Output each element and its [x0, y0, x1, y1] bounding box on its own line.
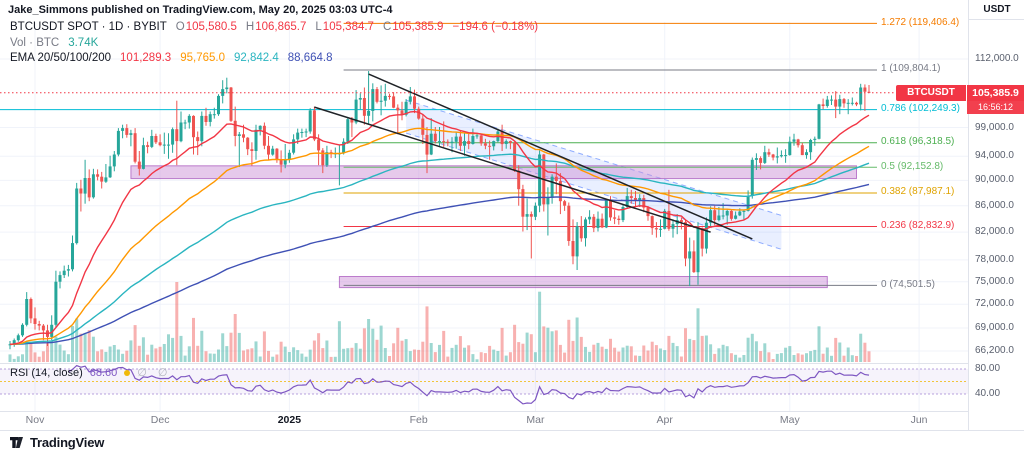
price-tick: 78,000.0	[975, 253, 1014, 265]
price-tick: 82,000.0	[975, 226, 1014, 238]
tradingview-logo-icon[interactable]	[9, 435, 24, 450]
rsi-disabled-icons: ∅ ∅	[137, 367, 172, 379]
footer-divider	[0, 430, 1024, 431]
rsi-legend-row: RSI (14, close) 68.60 ∅ ∅	[10, 366, 172, 380]
symbol-legend-row: BTCUSDT SPOT · 1D · BYBIT O105,580.5 H10…	[10, 21, 538, 33]
attribution-text: Jake_Simmons published on TradingView.co…	[8, 4, 393, 16]
bar-countdown: 16:56:12	[967, 100, 1024, 114]
ema20-value: 101,289.3	[120, 52, 172, 64]
price-tick: 75,000.0	[975, 275, 1014, 287]
rsi-tick: 40.00	[975, 388, 1001, 399]
tradingview-wordmark[interactable]: TradingView	[30, 434, 105, 450]
time-axis[interactable]: Nov Dec 2025 Feb Mar Apr May Jun	[0, 412, 1024, 430]
time-tick: Feb	[409, 414, 428, 426]
price-tick: 112,000.0	[975, 53, 1019, 64]
ema-label: EMA 20/50/100/200	[10, 52, 112, 64]
rsi-value: 68.60	[89, 366, 118, 379]
price-tick: 72,000.0	[975, 298, 1014, 310]
price-tick: 86,000.0	[975, 199, 1014, 211]
footer-bar: TradingView	[0, 431, 1024, 453]
time-tick: Mar	[526, 414, 545, 426]
volume-label: Vol · BTC	[10, 37, 60, 49]
last-price-symbol-tag: BTCUSDT	[896, 84, 966, 101]
symbol-title: BTCUSDT SPOT · 1D · BYBIT	[10, 21, 167, 33]
time-tick: May	[779, 414, 800, 426]
time-axis-divider	[0, 411, 1024, 412]
price-tick: 66,200.0	[975, 344, 1014, 356]
ema-legend-row: EMA 20/50/100/200 101,289.3 95,765.0 92,…	[10, 52, 333, 64]
volume-legend-row: Vol · BTC 3.74K	[10, 37, 98, 49]
rsi-label: RSI (14, close)	[10, 366, 83, 379]
rsi-tick: 80.00	[975, 363, 1001, 374]
price-tick: 90,000.0	[975, 174, 1014, 186]
pane-divider[interactable]	[0, 363, 1024, 364]
time-tick: Nov	[25, 414, 45, 426]
ema200-value: 88,664.8	[287, 52, 333, 64]
ema100-value: 92,842.4	[233, 52, 279, 64]
price-axis-currency: USDT	[969, 0, 1024, 20]
rsi-ma-dot-icon	[124, 369, 131, 376]
ohlc-close: C105,385.9	[382, 21, 444, 33]
change-value: −194.6 (−0.18%)	[452, 21, 539, 33]
last-price-badge: 105,385.9	[967, 84, 1024, 101]
price-axis[interactable]: USDT 112,000.0 99,000.0 94,000.0 90,000.0 86…	[968, 0, 1024, 430]
ohlc-high: H106,865.7	[245, 21, 307, 33]
time-tick: Apr	[656, 414, 673, 426]
ohlc-open: O105,580.5	[175, 21, 237, 33]
ohlc-low: L105,384.7	[315, 21, 374, 33]
time-tick: Dec	[150, 414, 170, 426]
time-tick: Jun	[910, 414, 928, 426]
price-tick: 69,000.0	[975, 321, 1014, 333]
volume-value: 3.74K	[68, 37, 99, 49]
price-tick: 99,000.0	[975, 121, 1014, 133]
ema50-value: 95,765.0	[180, 52, 225, 64]
price-tick: 94,000.0	[975, 150, 1014, 162]
time-tick: 2025	[277, 414, 302, 426]
